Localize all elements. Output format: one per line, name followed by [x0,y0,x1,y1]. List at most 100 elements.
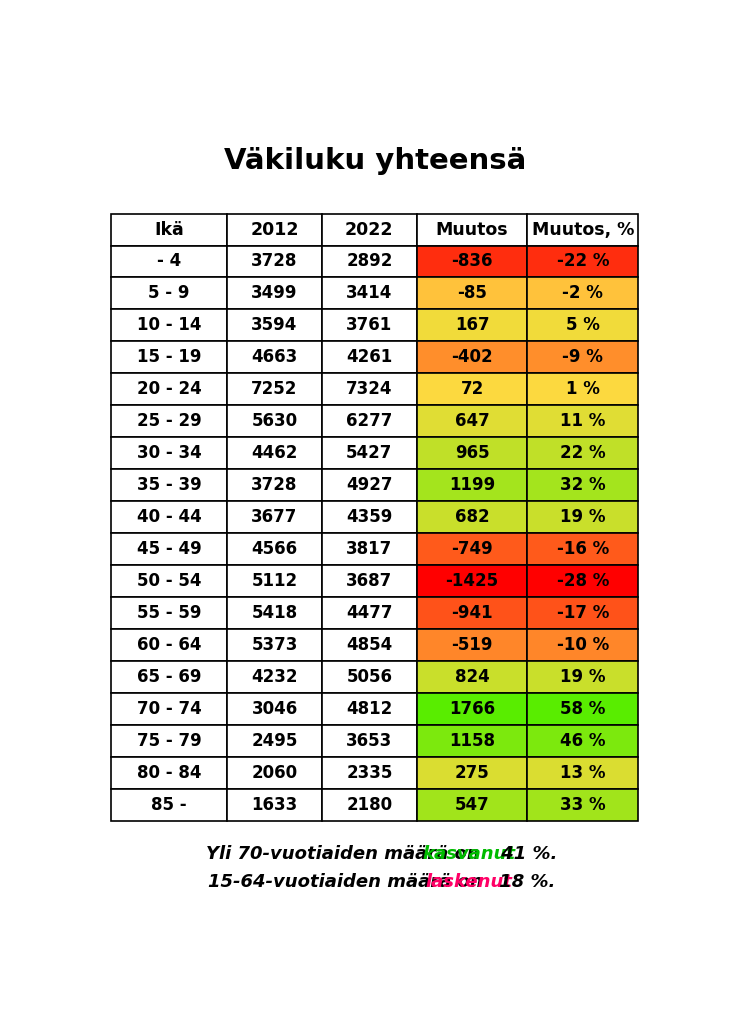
Text: -1425: -1425 [446,572,499,590]
FancyBboxPatch shape [322,629,417,660]
Text: 3687: 3687 [346,572,393,590]
Text: 3677: 3677 [251,508,298,526]
Text: 2495: 2495 [251,732,298,750]
Text: 3499: 3499 [251,285,298,302]
Text: 5112: 5112 [251,572,298,590]
Text: 4261: 4261 [346,348,393,367]
FancyBboxPatch shape [111,374,227,406]
FancyBboxPatch shape [528,660,638,693]
Text: 1199: 1199 [449,476,495,495]
Text: -749: -749 [451,540,493,558]
FancyBboxPatch shape [528,788,638,820]
FancyBboxPatch shape [111,788,227,820]
Text: 4663: 4663 [251,348,298,367]
FancyBboxPatch shape [528,341,638,374]
FancyBboxPatch shape [111,501,227,534]
FancyBboxPatch shape [111,565,227,597]
Text: 3728: 3728 [251,476,298,495]
Text: 2060: 2060 [251,764,298,781]
Text: 5056: 5056 [346,668,393,686]
Text: 1633: 1633 [251,796,298,814]
Text: 18 %.: 18 %. [493,873,556,891]
Text: 4812: 4812 [346,699,393,718]
Text: -22 %: -22 % [556,253,609,270]
FancyBboxPatch shape [111,629,227,660]
FancyBboxPatch shape [322,501,417,534]
Text: 15 - 19: 15 - 19 [137,348,202,367]
Text: 4232: 4232 [251,668,298,686]
FancyBboxPatch shape [322,374,417,406]
FancyBboxPatch shape [322,469,417,501]
Text: 60 - 64: 60 - 64 [137,636,202,654]
FancyBboxPatch shape [111,406,227,437]
FancyBboxPatch shape [417,406,528,437]
Text: 41 %.: 41 %. [495,845,558,863]
Text: Väkiluku yhteensä: Väkiluku yhteensä [224,146,526,175]
FancyBboxPatch shape [417,660,528,693]
FancyBboxPatch shape [322,693,417,725]
Text: 965: 965 [455,444,490,462]
Text: Muutos, %: Muutos, % [531,220,634,239]
FancyBboxPatch shape [417,214,528,246]
FancyBboxPatch shape [227,788,322,820]
Text: 65 - 69: 65 - 69 [137,668,202,686]
FancyBboxPatch shape [417,534,528,565]
Text: 2892: 2892 [346,253,393,270]
FancyBboxPatch shape [417,629,528,660]
Text: 20 - 24: 20 - 24 [137,380,202,398]
FancyBboxPatch shape [227,629,322,660]
FancyBboxPatch shape [227,660,322,693]
Text: -941: -941 [451,604,493,622]
FancyBboxPatch shape [227,214,322,246]
FancyBboxPatch shape [227,725,322,757]
FancyBboxPatch shape [417,341,528,374]
Text: 35 - 39: 35 - 39 [137,476,202,495]
FancyBboxPatch shape [227,341,322,374]
Text: 4359: 4359 [346,508,393,526]
Text: 2012: 2012 [250,220,299,239]
Text: 22 %: 22 % [560,444,605,462]
Text: 85 -: 85 - [151,796,187,814]
FancyBboxPatch shape [322,246,417,278]
FancyBboxPatch shape [417,757,528,788]
Text: 33 %: 33 % [560,796,605,814]
Text: 46 %: 46 % [560,732,605,750]
FancyBboxPatch shape [227,246,322,278]
Text: -16 %: -16 % [556,540,609,558]
Text: 1 %: 1 % [566,380,599,398]
FancyBboxPatch shape [227,565,322,597]
Text: 11 %: 11 % [560,413,605,430]
Text: 3728: 3728 [251,253,298,270]
FancyBboxPatch shape [417,565,528,597]
Text: 5 - 9: 5 - 9 [148,285,190,302]
Text: 682: 682 [455,508,490,526]
FancyBboxPatch shape [322,309,417,341]
FancyBboxPatch shape [528,469,638,501]
FancyBboxPatch shape [528,565,638,597]
FancyBboxPatch shape [111,534,227,565]
FancyBboxPatch shape [111,693,227,725]
Text: 3817: 3817 [346,540,393,558]
Text: 4477: 4477 [346,604,393,622]
FancyBboxPatch shape [227,757,322,788]
FancyBboxPatch shape [322,437,417,469]
Text: 5427: 5427 [346,444,393,462]
Text: 1766: 1766 [449,699,495,718]
FancyBboxPatch shape [111,437,227,469]
FancyBboxPatch shape [417,693,528,725]
FancyBboxPatch shape [528,246,638,278]
Text: 4854: 4854 [346,636,393,654]
Text: 6277: 6277 [346,413,393,430]
Text: 2335: 2335 [346,764,393,781]
FancyBboxPatch shape [322,406,417,437]
Text: 75 - 79: 75 - 79 [137,732,202,750]
FancyBboxPatch shape [417,374,528,406]
Text: 2022: 2022 [345,220,393,239]
Text: Muutos: Muutos [436,220,509,239]
Text: -85: -85 [457,285,487,302]
FancyBboxPatch shape [322,278,417,309]
Text: 15-64-vuotiaiden määrä on: 15-64-vuotiaiden määrä on [208,873,489,891]
Text: 5 %: 5 % [566,316,599,335]
FancyBboxPatch shape [111,469,227,501]
Text: 275: 275 [455,764,490,781]
